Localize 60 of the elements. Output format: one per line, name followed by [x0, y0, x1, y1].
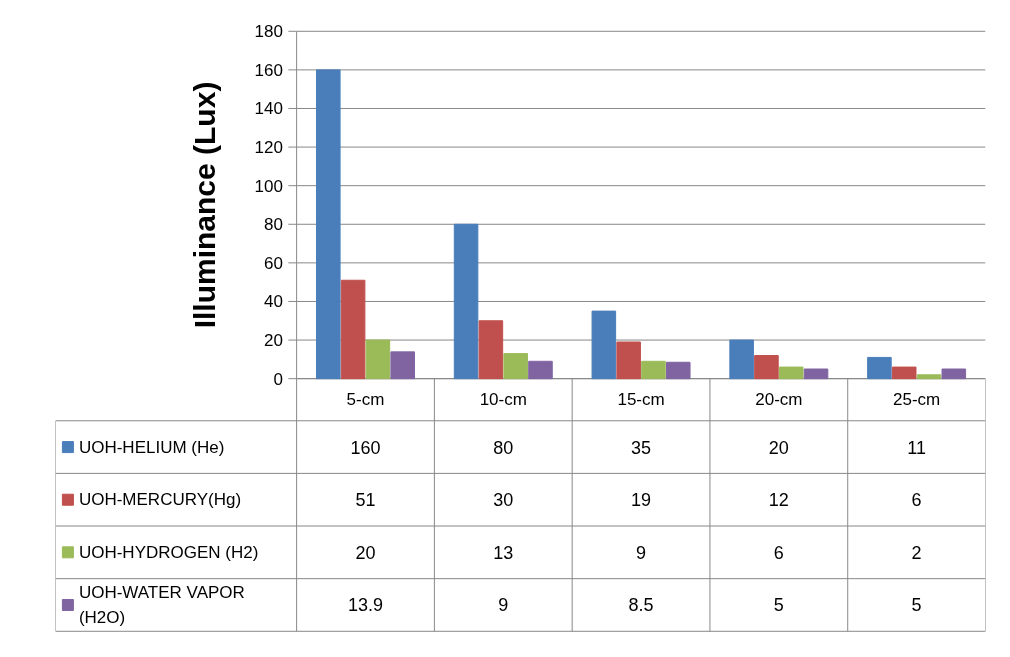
y-tick-label: 180 [254, 22, 283, 42]
data-label: 9 [498, 595, 509, 616]
bar [478, 320, 504, 380]
bar [528, 360, 553, 380]
x-tick-label: 15-cm [617, 390, 665, 410]
bar [754, 355, 779, 380]
bar [316, 69, 341, 380]
bar [867, 356, 892, 380]
legend-label: UOH-MERCURY(Hg) [78, 490, 242, 510]
bar [365, 339, 391, 380]
y-tick-label: 20 [263, 331, 283, 351]
bar [641, 360, 666, 380]
y-tick-label: 0 [273, 369, 283, 389]
data-label: 12 [768, 490, 789, 511]
data-label: 5 [773, 595, 784, 616]
x-tick-label: 10-cm [479, 390, 527, 410]
y-tick-label: 40 [263, 292, 283, 312]
bar [340, 279, 366, 380]
data-label: 6 [911, 490, 922, 511]
data-label: 80 [493, 437, 514, 458]
data-label: 11 [907, 437, 926, 458]
y-tick-label: 60 [263, 253, 283, 273]
bar [616, 341, 641, 380]
y-tick-label: 160 [254, 60, 283, 80]
data-label: 20 [768, 437, 789, 458]
x-tick-label: 5-cm [346, 390, 385, 410]
data-label: 2 [911, 542, 922, 563]
bar [891, 366, 917, 380]
bar [941, 368, 967, 380]
data-label: 19 [631, 490, 652, 511]
data-label: 13 [493, 542, 514, 563]
x-tick-label: 20-cm [755, 390, 803, 410]
data-label: 51 [355, 490, 376, 511]
bar [390, 351, 415, 380]
y-tick-label: 80 [263, 215, 283, 235]
data-label: 5 [911, 595, 922, 616]
data-label: 6 [773, 542, 784, 563]
legend-label: UOH-HYDROGEN (H2) [78, 542, 259, 562]
y-axis-title: Illuminance (Lux) [187, 81, 221, 329]
y-tick-label: 100 [254, 176, 283, 196]
data-label: 9 [636, 542, 647, 563]
data-label: 8.5 [628, 595, 654, 616]
data-label: 35 [631, 437, 652, 458]
data-label: 30 [493, 490, 514, 511]
bar [803, 368, 829, 380]
data-label: 20 [355, 542, 376, 563]
bar [503, 353, 528, 380]
legend-label: UOH-HELIUM (He) [78, 437, 225, 457]
bar [591, 310, 617, 380]
x-tick-label: 25-cm [893, 390, 941, 410]
data-label: 160 [350, 437, 381, 458]
bar [453, 223, 479, 380]
y-tick-label: 140 [254, 99, 283, 119]
legend-label: UOH-WATER VAPOR (H2O) [78, 583, 245, 627]
bar [729, 339, 754, 380]
bar [778, 366, 804, 380]
data-label: 13.9 [347, 595, 384, 616]
bar [916, 374, 942, 380]
bar [665, 361, 691, 380]
y-tick-label: 120 [254, 138, 283, 158]
